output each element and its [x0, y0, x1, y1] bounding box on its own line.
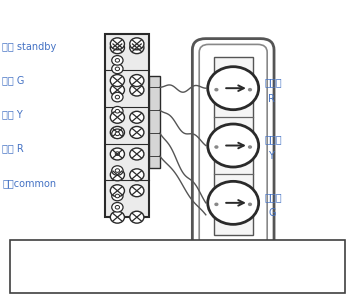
Circle shape — [130, 185, 144, 197]
Circle shape — [130, 127, 144, 138]
Circle shape — [115, 58, 120, 62]
Text: 黄灯 Y: 黄灯 Y — [2, 109, 23, 119]
Text: 绿箭头: 绿箭头 — [265, 192, 283, 202]
Circle shape — [112, 149, 123, 158]
Circle shape — [110, 185, 125, 197]
Text: 绿灯: 绿灯 — [18, 269, 31, 279]
FancyBboxPatch shape — [10, 241, 345, 293]
Circle shape — [110, 169, 125, 181]
Circle shape — [115, 152, 120, 155]
Circle shape — [115, 169, 120, 172]
Circle shape — [110, 111, 125, 123]
Circle shape — [130, 38, 144, 50]
FancyBboxPatch shape — [192, 39, 274, 252]
Circle shape — [214, 145, 219, 149]
Circle shape — [130, 84, 144, 96]
Circle shape — [112, 129, 123, 139]
Text: 红灯 R: 红灯 R — [2, 143, 24, 154]
Text: 公共common: 公共common — [2, 178, 56, 188]
Text: Y: Y — [268, 151, 274, 161]
Circle shape — [130, 211, 144, 223]
Circle shape — [130, 169, 144, 181]
Circle shape — [130, 111, 144, 123]
Circle shape — [110, 42, 125, 54]
Circle shape — [115, 194, 120, 198]
Circle shape — [112, 56, 123, 65]
Circle shape — [248, 88, 252, 92]
Circle shape — [115, 132, 120, 136]
FancyBboxPatch shape — [199, 44, 267, 247]
Text: 红箭头: 红箭头 — [265, 77, 283, 87]
Circle shape — [110, 127, 125, 138]
Circle shape — [110, 84, 125, 96]
Circle shape — [112, 191, 123, 201]
Circle shape — [112, 64, 123, 74]
Circle shape — [130, 148, 144, 160]
Circle shape — [112, 202, 123, 212]
Circle shape — [214, 202, 219, 206]
Text: 黑色线：公共  红色线：红灯  黄色线：黄灯  绿色线：: 黑色线：公共 红色线：红灯 黄色线：黄灯 绿色线： — [18, 252, 175, 262]
Circle shape — [208, 67, 259, 110]
FancyBboxPatch shape — [214, 56, 253, 235]
Circle shape — [214, 88, 219, 92]
Circle shape — [208, 124, 259, 167]
Circle shape — [115, 67, 120, 71]
Circle shape — [112, 92, 123, 102]
Text: 备用 standby: 备用 standby — [2, 42, 57, 52]
Text: G: G — [268, 208, 276, 218]
Circle shape — [208, 182, 259, 224]
Circle shape — [130, 75, 144, 86]
Circle shape — [248, 202, 252, 206]
Text: R: R — [268, 94, 275, 103]
Circle shape — [248, 145, 252, 149]
Circle shape — [112, 106, 123, 116]
Circle shape — [110, 75, 125, 86]
Circle shape — [110, 211, 125, 223]
Text: 绿灯 G: 绿灯 G — [2, 75, 25, 85]
FancyBboxPatch shape — [105, 34, 149, 217]
Circle shape — [130, 42, 144, 54]
Circle shape — [115, 110, 120, 113]
Circle shape — [115, 95, 120, 99]
FancyBboxPatch shape — [149, 76, 160, 168]
Circle shape — [110, 38, 125, 50]
Text: 黄箭头: 黄箭头 — [265, 134, 283, 145]
Circle shape — [112, 166, 123, 175]
Circle shape — [115, 206, 120, 209]
Circle shape — [110, 148, 125, 160]
